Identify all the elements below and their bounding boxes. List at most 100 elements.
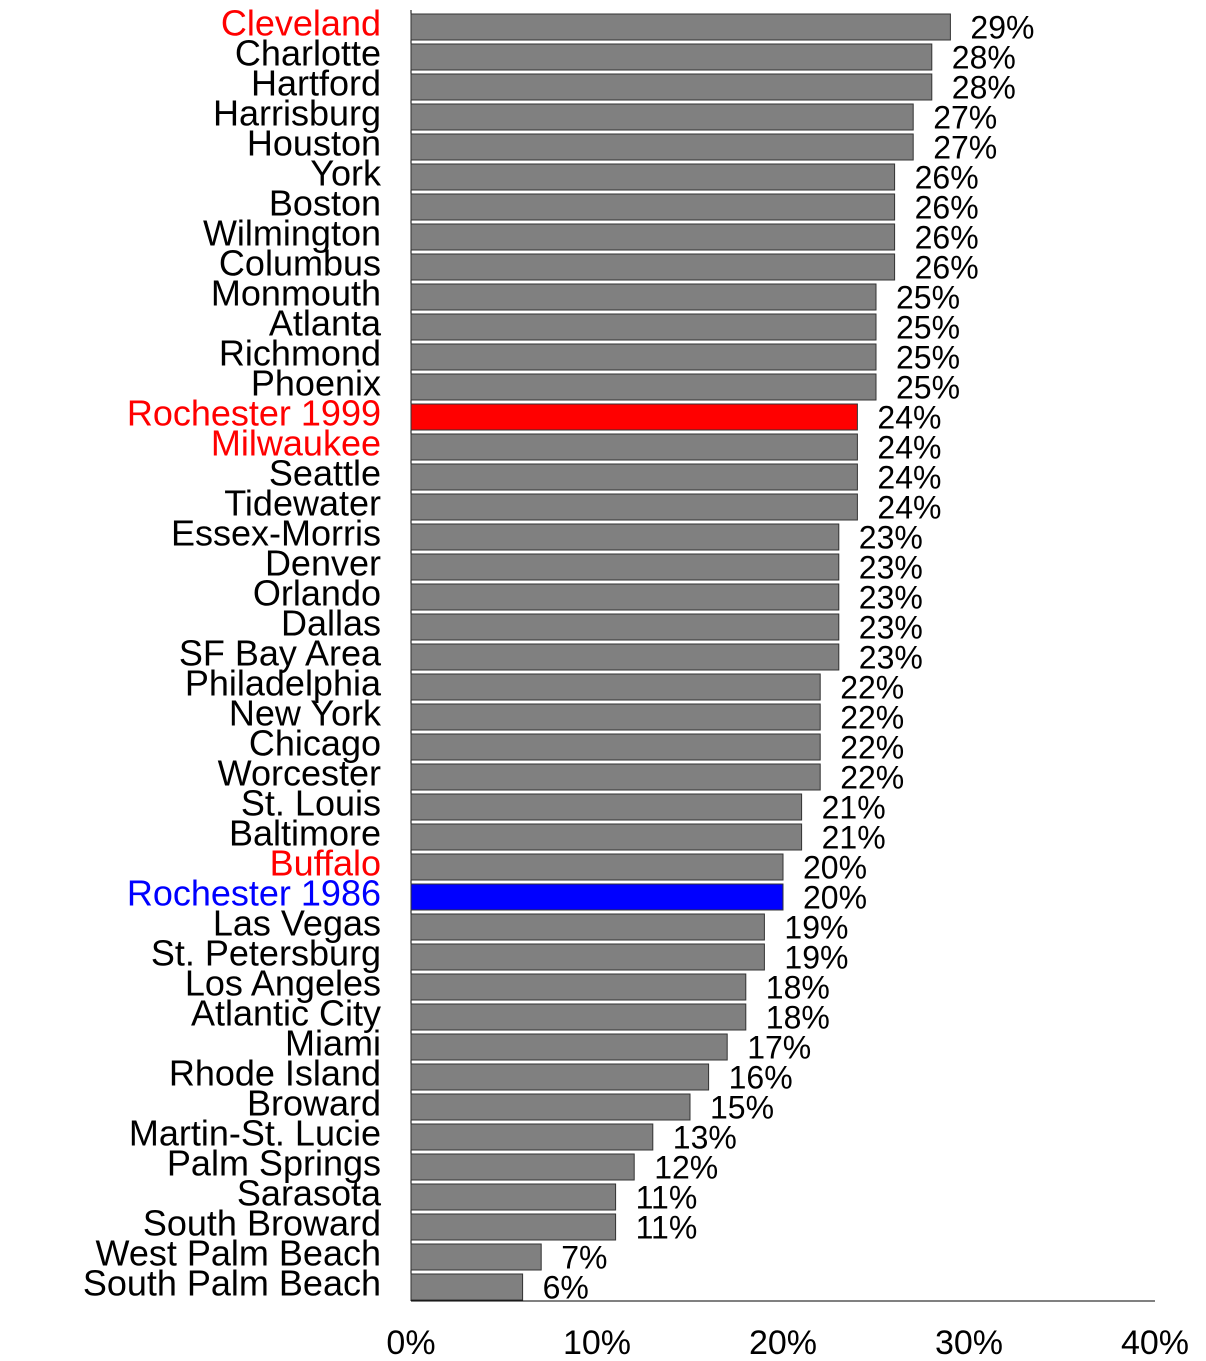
- value-label: 25%: [896, 279, 960, 315]
- bar: [410, 973, 747, 1001]
- value-label: 26%: [915, 219, 979, 255]
- bar: [410, 463, 858, 491]
- bar: [410, 613, 840, 641]
- x-tick-label: 20%: [749, 1324, 817, 1361]
- value-label: 11%: [636, 1209, 698, 1245]
- value-label: 23%: [859, 639, 923, 675]
- bar: [410, 763, 821, 791]
- value-label: 25%: [896, 339, 960, 375]
- value-label: 23%: [859, 609, 923, 645]
- category-label: Sarasota: [237, 1173, 382, 1214]
- value-label: 20%: [803, 879, 867, 915]
- value-label: 25%: [896, 369, 960, 405]
- category-label: Milwaukee: [211, 423, 381, 464]
- bar: [410, 523, 840, 551]
- value-label: 20%: [803, 849, 867, 885]
- value-label: 16%: [729, 1059, 793, 1095]
- category-label: SF Bay Area: [179, 633, 382, 674]
- bar: [410, 583, 840, 611]
- category-label: Harrisburg: [213, 93, 381, 134]
- category-label: Martin-St. Lucie: [129, 1113, 381, 1154]
- bar: [410, 373, 877, 401]
- bar: [410, 493, 858, 521]
- value-label: 27%: [933, 99, 997, 135]
- bar: [410, 943, 765, 971]
- value-label: 17%: [747, 1029, 811, 1065]
- category-label: Richmond: [219, 333, 381, 374]
- category-label: Columbus: [219, 243, 381, 284]
- category-label: Tidewater: [224, 483, 381, 524]
- category-label: Charlotte: [235, 33, 381, 74]
- bar: [410, 163, 896, 191]
- bar: [410, 193, 896, 221]
- category-label: Orlando: [253, 573, 381, 614]
- value-label: 18%: [766, 969, 830, 1005]
- bar: [410, 433, 858, 461]
- value-label: 12%: [654, 1149, 718, 1185]
- category-label: Worcester: [218, 753, 381, 794]
- value-label: 22%: [840, 729, 904, 765]
- category-label: St. Louis: [241, 783, 381, 824]
- category-label: South Palm Beach: [83, 1263, 381, 1304]
- value-label: 26%: [915, 159, 979, 195]
- category-label: York: [310, 153, 382, 194]
- value-label: 18%: [766, 999, 830, 1035]
- value-label: 19%: [784, 909, 848, 945]
- category-label: Palm Springs: [167, 1143, 381, 1184]
- value-label: 24%: [877, 459, 941, 495]
- bar: [410, 1033, 728, 1061]
- category-label: Atlantic City: [191, 993, 381, 1034]
- bar: [410, 733, 821, 761]
- bar: [410, 73, 933, 101]
- value-label: 26%: [915, 189, 979, 225]
- category-label: Boston: [269, 183, 381, 224]
- category-label: New York: [229, 693, 382, 734]
- bar: [410, 13, 951, 41]
- category-label: Philadelphia: [185, 663, 382, 704]
- bar: [410, 553, 840, 581]
- bar: [410, 883, 784, 911]
- bar: [410, 913, 765, 941]
- value-label: 6%: [543, 1269, 589, 1305]
- category-label: Houston: [247, 123, 381, 164]
- category-label: Essex-Morris: [171, 513, 381, 554]
- category-label: Cleveland: [221, 3, 381, 44]
- bar: [410, 643, 840, 671]
- bar: [410, 403, 858, 431]
- value-label: 24%: [877, 489, 941, 525]
- value-label: 7%: [561, 1239, 607, 1275]
- bar: [410, 1063, 710, 1091]
- category-label: Buffalo: [270, 843, 381, 884]
- value-label: 11%: [636, 1179, 698, 1215]
- value-label: 21%: [822, 789, 886, 825]
- value-label: 24%: [877, 399, 941, 435]
- bar: [410, 1213, 617, 1241]
- value-label: 24%: [877, 429, 941, 465]
- value-label: 25%: [896, 309, 960, 345]
- category-label: Hartford: [251, 63, 381, 104]
- category-label: Wilmington: [203, 213, 381, 254]
- x-tick-label: 0%: [386, 1324, 435, 1361]
- category-label: Denver: [265, 543, 381, 584]
- value-label: 28%: [952, 69, 1016, 105]
- bar: [410, 703, 821, 731]
- value-label: 22%: [840, 759, 904, 795]
- bar: [410, 223, 896, 251]
- bar: [410, 133, 914, 161]
- category-label: Phoenix: [251, 363, 381, 404]
- category-label: Monmouth: [211, 273, 381, 314]
- category-label: Rochester 1999: [127, 393, 381, 434]
- bar: [410, 253, 896, 281]
- bar: [410, 793, 803, 821]
- category-label: Rhode Island: [169, 1053, 381, 1094]
- bar: [410, 1273, 524, 1301]
- bar: [410, 283, 877, 311]
- x-tick-label: 10%: [563, 1324, 631, 1361]
- value-label: 23%: [859, 549, 923, 585]
- value-label: 26%: [915, 249, 979, 285]
- category-label: West Palm Beach: [96, 1233, 381, 1274]
- value-label: 23%: [859, 519, 923, 555]
- bar: [410, 823, 803, 851]
- bar: [410, 313, 877, 341]
